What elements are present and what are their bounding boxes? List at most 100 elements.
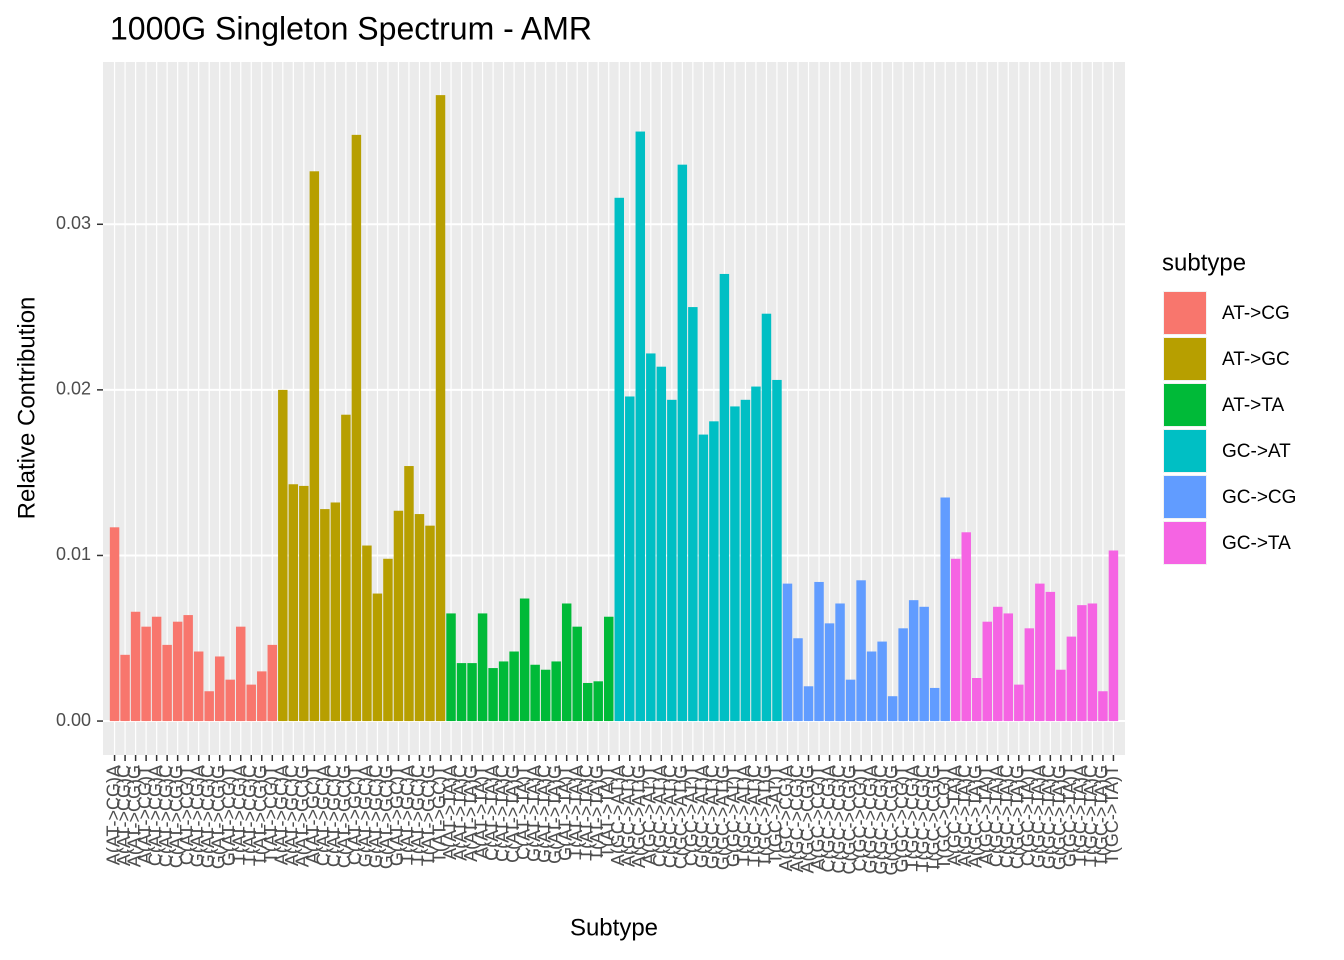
x-tick-label: T(GC->CG)G — [923, 765, 943, 873]
bar — [120, 654, 130, 722]
x-tick-label: A(GC->AT)A — [608, 765, 628, 866]
x-tick-label: T(AT->CG)A — [229, 765, 249, 864]
bar — [877, 641, 887, 722]
bar — [509, 651, 519, 722]
x-tick-label: A(GC->TA)A — [944, 765, 964, 866]
bar — [824, 623, 835, 722]
bar — [299, 485, 309, 722]
x-tick-label: C(GC->CG)T — [850, 765, 870, 872]
bar — [908, 600, 919, 722]
bar — [172, 621, 183, 722]
x-tick-label: C(AT->GC)T — [345, 765, 365, 865]
bar — [709, 421, 719, 722]
x-tick-label: C(GC->TA)T — [1018, 765, 1038, 866]
bar — [740, 399, 751, 722]
x-tick-label: G(AT->GC)G — [377, 765, 397, 869]
bar — [803, 686, 814, 722]
x-tick-label: T(GC->CG)C — [913, 765, 933, 872]
bar — [1108, 550, 1119, 722]
x-tick-label: C(AT->GC)A — [314, 765, 334, 866]
bar — [404, 466, 414, 722]
bar — [972, 678, 982, 722]
bar — [214, 656, 225, 722]
bar — [467, 663, 477, 722]
x-tick-label: C(GC->CG)G — [839, 765, 859, 875]
bar — [1098, 691, 1108, 722]
bar — [425, 525, 435, 722]
y-tick-label: 0.02 — [56, 379, 91, 399]
x-tick-label: A(AT->TA)A — [440, 765, 460, 860]
x-tick-label: G(GC->CG)G — [881, 765, 901, 876]
x-tick-label: C(AT->CG)A — [145, 765, 165, 866]
legend-title: subtype — [1162, 249, 1246, 276]
x-tick-label: A(GC->AT)C — [619, 765, 639, 867]
x-tick-label: G(GC->AT)T — [724, 765, 744, 867]
x-tick-label: G(GC->CG)T — [892, 765, 912, 873]
bar — [383, 558, 393, 722]
x-tick-label: G(GC->TA)C — [1039, 765, 1059, 869]
legend-label: AT->GC — [1222, 349, 1290, 370]
bar — [435, 95, 446, 722]
x-tick-label: G(AT->CG)A — [187, 765, 207, 867]
bar — [246, 684, 256, 722]
bar — [688, 307, 698, 722]
bar — [309, 171, 320, 722]
legend-label: AT->TA — [1222, 395, 1284, 416]
x-tick-label: T(AT->TA)G — [587, 765, 607, 861]
bar — [993, 606, 1003, 722]
x-tick-label: C(GC->AT)G — [671, 765, 691, 869]
x-tick-label: G(GC->AT)G — [713, 765, 733, 870]
x-tick-label: A(GC->AT)G — [629, 765, 649, 868]
bar — [782, 583, 793, 722]
x-tick-label: G(AT->TA)G — [545, 765, 565, 864]
bar — [656, 366, 667, 722]
bar — [814, 581, 824, 722]
bar — [1045, 591, 1056, 722]
bar — [109, 527, 120, 722]
x-tick-label: T(AT->GC)C — [408, 765, 428, 865]
x-tick-label: T(GC->CG)A — [902, 765, 922, 871]
bar — [278, 389, 288, 722]
x-tick-label: C(GC->TA)C — [997, 765, 1017, 868]
x-tick-label: C(AT->CG)T — [177, 765, 197, 865]
x-tick-label: C(GC->AT)T — [682, 765, 702, 866]
bar — [393, 510, 404, 722]
x-tick-label: G(AT->TA)A — [524, 765, 544, 862]
x-tick-label: A(GC->CG)T — [808, 765, 828, 871]
x-tick-label: C(AT->GC)G — [335, 765, 355, 868]
x-tick-label: A(AT->TA)C — [450, 765, 470, 861]
bar — [635, 131, 646, 722]
bar — [929, 687, 940, 722]
bar — [856, 580, 866, 722]
x-tick-label: G(AT->GC)T — [387, 765, 407, 866]
x-tick-label: T(GC->TA)A — [1071, 765, 1091, 865]
x-tick-label: G(GC->CG)C — [871, 765, 891, 875]
bar — [845, 679, 856, 722]
x-tick-label: G(GC->TA)A — [1029, 765, 1049, 868]
x-tick-label: T(AT->TA)A — [566, 765, 586, 859]
bar — [866, 651, 877, 722]
bar — [341, 414, 351, 722]
bar — [698, 434, 709, 722]
x-tick-label: C(AT->TA)T — [513, 765, 533, 860]
bar — [982, 621, 992, 722]
x-tick-label: G(AT->CG)C — [198, 765, 218, 868]
x-tick-label: T(AT->TA)T — [597, 765, 617, 858]
x-tick-label: G(GC->TA)G — [1050, 765, 1070, 870]
bar — [898, 628, 908, 722]
bar — [1066, 636, 1077, 722]
bar — [593, 681, 603, 722]
x-tick-label: C(AT->CG)C — [156, 765, 176, 867]
legend-label: GC->AT — [1222, 441, 1291, 462]
bar — [488, 668, 498, 722]
x-tick-label: T(GC->AT)T — [766, 765, 786, 864]
bar — [414, 514, 425, 722]
bar — [141, 626, 151, 722]
y-axis-label: Relative Contribution — [13, 297, 40, 520]
bar — [1014, 684, 1024, 722]
bar — [540, 669, 551, 722]
bar — [372, 593, 383, 722]
bar — [835, 603, 845, 722]
x-tick-label: A(AT->CG)C — [114, 765, 134, 866]
